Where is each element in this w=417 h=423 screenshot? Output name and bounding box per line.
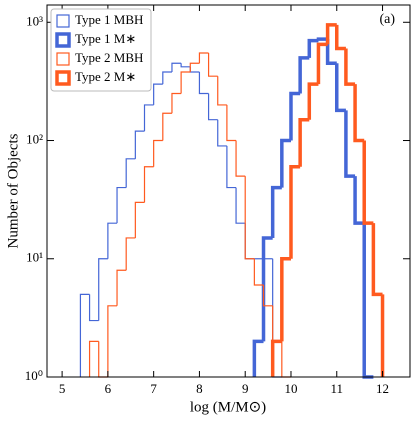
- histogram-step: [162, 71, 172, 85]
- histogram-step: [325, 39, 337, 66]
- histogram-step: [125, 158, 136, 188]
- histogram-step: [98, 341, 108, 378]
- plot-frame: [46, 4, 411, 378]
- histogram-step: [116, 269, 127, 306]
- histogram-step: [298, 56, 310, 94]
- histogram-step: [280, 138, 291, 188]
- y-tick-label: 10¹: [26, 250, 43, 265]
- legend-swatch: [55, 32, 71, 48]
- annotation: (a): [379, 12, 395, 27]
- histogram-step: [171, 92, 182, 114]
- histogram-step: [98, 258, 108, 321]
- histogram-step: [270, 339, 282, 377]
- x-tick-label: 8: [196, 381, 203, 396]
- histogram-step: [217, 119, 227, 147]
- histogram-step: [207, 93, 218, 121]
- legend-swatch: [55, 70, 71, 86]
- histogram-step: [153, 139, 163, 167]
- series: [79, 62, 282, 378]
- histogram-step: [189, 66, 200, 73]
- histogram-step: [252, 339, 264, 377]
- histogram-step: [289, 165, 301, 259]
- histogram-step: [253, 258, 264, 286]
- histogram-step: [171, 62, 182, 72]
- histogram-step: [235, 140, 246, 177]
- histogram-step: [125, 237, 136, 271]
- x-tick-label: 11: [330, 381, 343, 396]
- legend-swatch: [56, 14, 70, 28]
- histogram-step: [344, 110, 356, 178]
- x-tick-label: 6: [105, 381, 112, 396]
- histogram-step: [353, 84, 365, 143]
- histogram-step: [226, 104, 237, 142]
- histogram-step: [88, 340, 99, 377]
- histogram-step: [325, 23, 337, 45]
- histogram-step: [217, 76, 227, 106]
- histogram-step: [344, 48, 356, 86]
- histogram-step: [107, 305, 118, 377]
- histogram-step: [207, 52, 218, 77]
- y-tick-label: 10³: [26, 13, 43, 28]
- legend-frame: [50, 8, 152, 92]
- histogram-step: [335, 24, 346, 51]
- histogram-step: [107, 222, 118, 259]
- histogram-step: [353, 176, 365, 225]
- y-tick-label: 10⁰: [25, 368, 43, 383]
- histogram-step: [180, 63, 191, 68]
- histogram-step: [281, 341, 291, 378]
- histogram-step: [153, 83, 163, 105]
- histogram-step: [307, 38, 319, 58]
- legend-label: Type 1 M∗: [75, 31, 136, 46]
- legend-swatch: [56, 52, 70, 66]
- histogram-step: [262, 284, 273, 307]
- legend-label: Type 2 MBH: [75, 50, 143, 65]
- histogram-step: [371, 223, 383, 297]
- histogram-step: [307, 82, 319, 120]
- histogram-step: [335, 63, 346, 113]
- histogram-step: [79, 293, 90, 377]
- histogram-step: [235, 187, 246, 224]
- x-tick-label: 7: [150, 381, 157, 396]
- histogram-step: [189, 62, 200, 72]
- legend: Type 1 MBH Type 1 M∗ Type 2 MBH Type 2 M∗: [50, 8, 152, 92]
- histogram-step: [280, 257, 291, 342]
- histogram-step: [88, 294, 99, 322]
- histogram-step: [162, 112, 172, 141]
- histogram-step: [362, 140, 374, 225]
- x-tick-label: 5: [59, 381, 66, 396]
- histogram-step: [289, 91, 301, 141]
- histogram-step: [180, 71, 191, 94]
- histogram-step: [226, 145, 237, 189]
- histogram-step: [143, 104, 154, 132]
- series: [88, 52, 291, 378]
- y-tick-label: 10²: [26, 132, 43, 147]
- series: [270, 23, 385, 377]
- histogram-step: [244, 223, 255, 260]
- histogram-step: [198, 71, 209, 95]
- histogram-step: [198, 52, 209, 64]
- histogram-step: [298, 117, 310, 167]
- histogram-step: [134, 201, 145, 238]
- legend-label: Type 2 M∗: [75, 69, 136, 84]
- x-axis-label: log (M/M⊙): [190, 399, 266, 415]
- x-tick-label: 10: [284, 381, 297, 396]
- histogram-step: [134, 130, 145, 159]
- histogram-step: [261, 236, 273, 342]
- histogram-step: [316, 37, 328, 41]
- x-tick-label: 12: [376, 381, 389, 396]
- histogram-step: [244, 176, 255, 260]
- histogram-step: [316, 42, 328, 85]
- histogram-step: [270, 185, 282, 238]
- x-tick-label: 9: [242, 381, 249, 396]
- legend-label: Type 1 MBH: [75, 12, 143, 27]
- y-axis-label: Number of Objects: [5, 133, 21, 248]
- histogram-step: [143, 166, 154, 203]
- histogram-step: [116, 186, 127, 224]
